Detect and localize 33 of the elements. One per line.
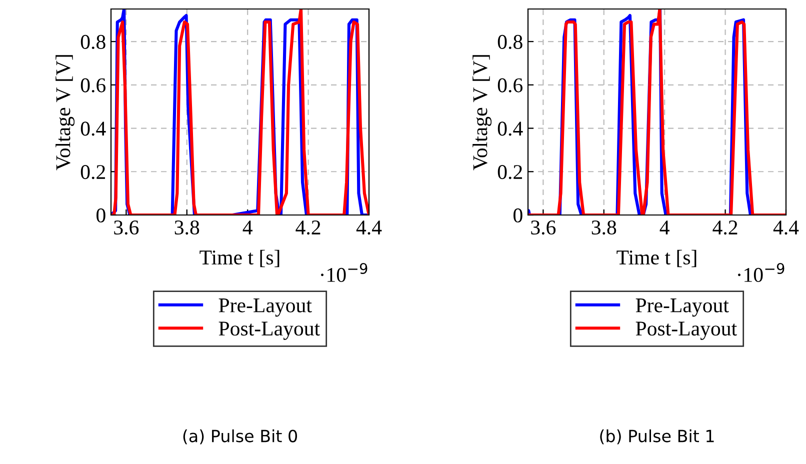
y-tick-label: 0.8	[80, 34, 106, 50]
y-tick-label: 0.2	[498, 165, 522, 180]
x-tick-label: 3.8	[174, 220, 200, 235]
x-tick-label: 4.2	[296, 220, 320, 235]
y-axis-title: Voltage V [V]	[472, 55, 492, 170]
x-axis-title: Time t [s]	[616, 250, 696, 268]
text: (b) Pulse Bit 1	[600, 429, 714, 444]
y-tick-label: 0.2	[80, 165, 105, 180]
x-tick-label: 3.8	[592, 220, 616, 235]
y-tick-label: 0.6	[80, 78, 106, 92]
text: (a) Pulse Bit 0	[183, 429, 297, 444]
legend-label: Pre-Layout	[218, 298, 312, 317]
y-tick-label: 0	[514, 208, 522, 222]
x-tick-label: 3.6	[114, 220, 139, 235]
text: ·10$^{−9}$	[738, 262, 784, 282]
x-tick-label: 4.4	[773, 220, 799, 235]
x-axis-title: Time t [s]	[200, 250, 280, 268]
legend-label: Post-Layout	[636, 322, 737, 340]
y-tick-label: 0.4	[498, 122, 523, 136]
text: ·10$^{−9}$	[321, 262, 368, 282]
x-tick-label: 4	[660, 220, 670, 234]
x-tick-label: 4.4	[356, 220, 382, 235]
legend-label: Pre-Layout	[636, 298, 729, 317]
line-series	[528, 9, 786, 215]
x-tick-label: 4	[242, 220, 252, 234]
x-tick-label: 4.2	[712, 220, 738, 235]
legend-label: Post-Layout	[218, 322, 320, 340]
y-tick-label: 0.4	[80, 122, 106, 136]
y-tick-label: 0	[96, 208, 106, 222]
y-tick-label: 0.8	[498, 34, 522, 50]
y-axis-title: Voltage V [V]	[56, 55, 75, 170]
x-tick-label: 3.6	[531, 220, 556, 235]
y-tick-label: 0.6	[498, 78, 523, 92]
